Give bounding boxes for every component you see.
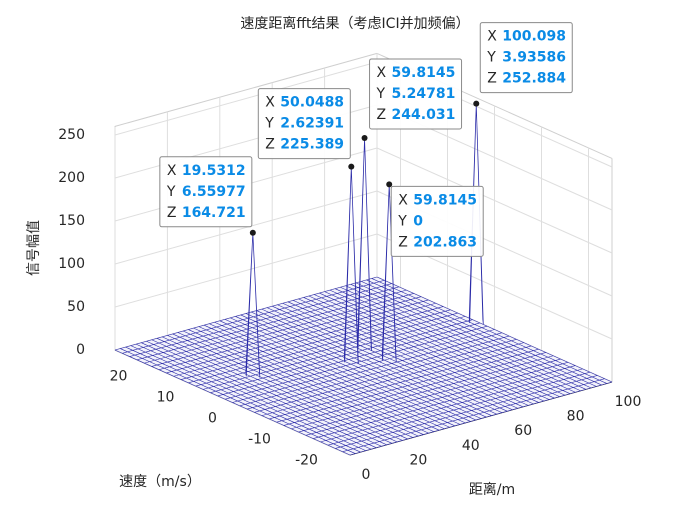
datatip-value: 244.031 <box>392 107 456 123</box>
datatip-value: 202.863 <box>413 234 477 250</box>
datatip-box <box>479 22 573 94</box>
mesh-line <box>298 358 561 433</box>
mesh-line <box>327 371 591 446</box>
datatip-value: 59.8145 <box>392 65 456 81</box>
mesh <box>114 276 613 456</box>
mesh-line <box>313 365 576 439</box>
datatip-label: Z <box>487 71 497 87</box>
datatip-label: X <box>398 192 408 208</box>
grid-line <box>376 147 613 254</box>
datatip-point <box>348 163 355 170</box>
mesh-line <box>188 309 451 384</box>
y-axis-label: 速度（m/s） <box>119 474 201 490</box>
grid-line <box>114 190 378 265</box>
datatip-label: X <box>265 95 275 111</box>
z-tick-label: 150 <box>58 213 85 229</box>
y-tick-label: 0 <box>208 411 217 427</box>
datatip-point <box>249 229 256 236</box>
datatip-label: Y <box>376 86 386 102</box>
y-tick-label: -10 <box>248 432 271 448</box>
mesh-line <box>129 283 392 357</box>
datatip-value: 164.721 <box>182 205 246 221</box>
z-tick-label: 200 <box>58 170 85 186</box>
z-tick-label: 50 <box>67 299 85 315</box>
datatip-value: 59.8145 <box>413 192 477 208</box>
y-tick-label: -20 <box>295 453 318 469</box>
datatip-point <box>361 134 368 141</box>
mesh-line <box>173 302 436 377</box>
datatip-label: Z <box>377 107 387 123</box>
mesh-line <box>342 378 605 453</box>
mesh-line <box>158 296 422 370</box>
datatip-label: X <box>487 29 497 45</box>
mesh-line <box>195 312 458 387</box>
mesh-line <box>210 319 473 393</box>
x-tick-label: 60 <box>514 423 532 439</box>
x-tick-label: 20 <box>409 452 427 468</box>
x-tick-label: 100 <box>615 394 642 410</box>
datatip-box <box>369 58 463 130</box>
datatip-point <box>473 100 480 107</box>
mesh-line <box>254 339 517 413</box>
datatip-label: Z <box>398 234 408 250</box>
datatip-label: Z <box>167 205 177 221</box>
datatip-value: 50.0488 <box>280 95 344 111</box>
datatip-label: Y <box>166 184 176 200</box>
datatip-value: 100.098 <box>502 29 566 45</box>
chart-title: 速度距离fft结果（考虑ICI并加频偏） <box>240 15 469 32</box>
mesh-line <box>305 362 569 436</box>
grid-line <box>114 233 378 308</box>
mesh-line <box>247 335 510 410</box>
y-tick-label: 10 <box>157 390 175 406</box>
x-tick-label: 80 <box>567 409 585 425</box>
mesh-line <box>349 381 613 456</box>
datatip-label: Y <box>486 50 496 66</box>
mesh-line <box>122 279 385 354</box>
mesh-line <box>335 375 598 449</box>
mesh-line <box>217 322 480 397</box>
mesh-line <box>225 325 488 400</box>
mesh-line <box>276 348 539 423</box>
z-axis-label: 信号幅值 <box>26 220 42 276</box>
datatip-label: X <box>167 163 177 179</box>
mesh-line <box>261 342 524 416</box>
mesh-line <box>320 368 583 443</box>
x-tick-label: 40 <box>462 438 480 454</box>
datatip-value: 3.93586 <box>502 50 566 66</box>
datatip-label: X <box>377 65 387 81</box>
mesh-line <box>181 306 444 380</box>
mesh-line <box>291 355 554 430</box>
mesh-line <box>232 329 495 403</box>
grid-line <box>114 61 378 136</box>
mesh-line <box>239 332 502 407</box>
datatip-value: 5.24781 <box>392 86 456 102</box>
datatip-value: 19.5312 <box>182 163 246 179</box>
datatip-value: 2.62391 <box>280 116 344 132</box>
mesh-line <box>283 352 546 426</box>
datatip-value: 225.389 <box>280 137 344 153</box>
datatip-value: 252.884 <box>502 71 566 87</box>
mesh-line <box>203 316 466 390</box>
box-edge <box>114 52 378 127</box>
y-tick-label: 20 <box>110 369 128 385</box>
mesh-line <box>114 276 378 351</box>
datatip-label: Y <box>397 213 407 229</box>
x-tick-label: 0 <box>362 467 371 483</box>
datatip-label: Z <box>265 137 275 153</box>
z-tick-label: 250 <box>58 127 85 143</box>
datatip-label: Y <box>264 116 274 132</box>
mesh-line <box>136 286 400 361</box>
datatip-box <box>159 156 253 228</box>
z-tick-label: 100 <box>58 256 85 272</box>
datatip-box <box>390 185 484 257</box>
z-tick-label: 0 <box>76 342 85 358</box>
datatip-value: 0 <box>413 213 423 229</box>
mesh-line <box>269 345 532 420</box>
x-axis-label: 距离/m <box>469 481 515 498</box>
datatip-point <box>386 181 393 188</box>
datatip-value: 6.55977 <box>182 184 246 200</box>
mesh-line <box>144 289 407 364</box>
datatip-box <box>257 88 351 160</box>
